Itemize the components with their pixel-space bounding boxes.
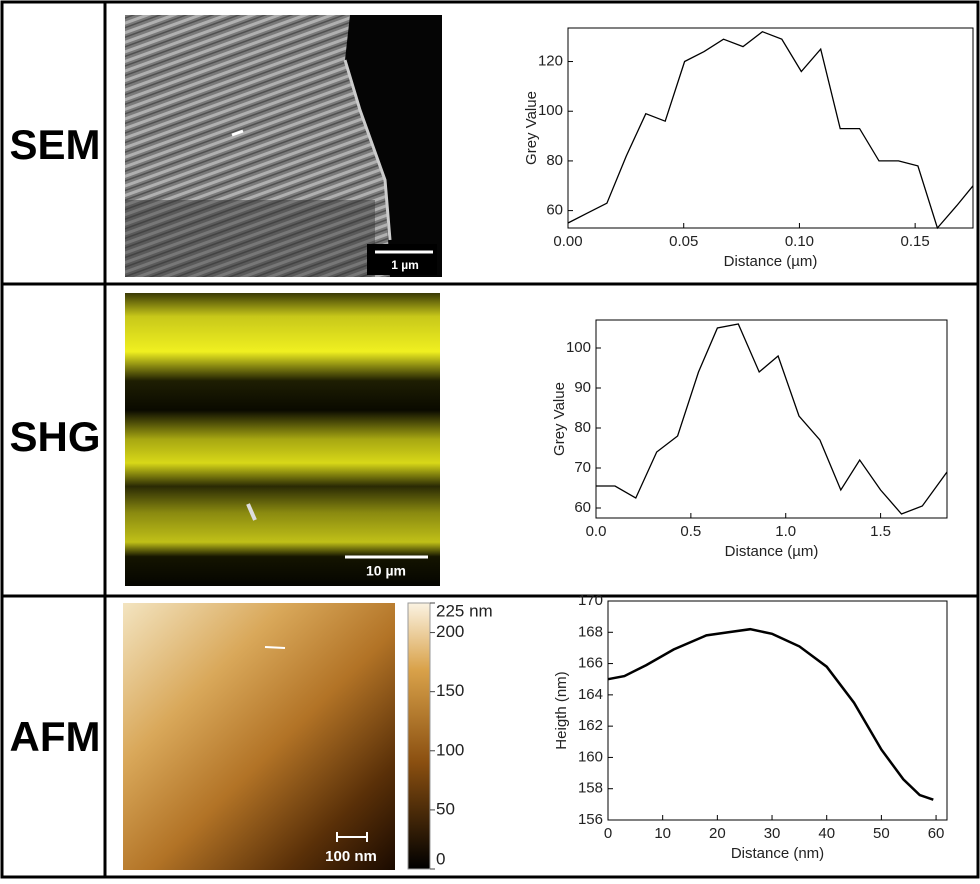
x-tick-label: 0 <box>604 825 612 842</box>
y-tick-label: 156 <box>578 811 603 828</box>
sem-image <box>125 15 442 277</box>
afm-image <box>123 603 430 870</box>
x-tick-label: 10 <box>654 825 671 842</box>
y-tick-label: 60 <box>574 499 591 516</box>
x-tick-label: 1.5 <box>870 523 891 540</box>
scale-bar-label: 10 µm <box>366 563 406 579</box>
x-tick-label: 60 <box>928 825 945 842</box>
colorbar-tick-label: 150 <box>436 681 464 700</box>
y-tick-label: 90 <box>574 379 591 396</box>
y-tick-label: 168 <box>578 623 603 640</box>
plot-frame <box>596 320 947 518</box>
x-tick-label: 40 <box>818 825 835 842</box>
x-tick-label: 0.05 <box>669 233 698 250</box>
x-tick-label: 0.0 <box>586 523 607 540</box>
x-tick-label: 1.0 <box>775 523 796 540</box>
scale-bar-label: 100 nm <box>325 848 377 865</box>
y-tick-label: 120 <box>538 53 563 70</box>
x-axis-label: Distance (µm) <box>725 543 819 560</box>
y-tick-label: 166 <box>578 655 603 672</box>
x-tick-label: 50 <box>873 825 890 842</box>
plot-frame <box>608 601 947 820</box>
y-tick-label: 100 <box>566 339 591 356</box>
colorbar-tick-label: 225 nm <box>436 601 493 620</box>
y-axis-label: Grey Value <box>551 382 568 456</box>
plot-frame <box>568 28 973 228</box>
x-tick-label: 0.00 <box>553 233 582 250</box>
y-tick-label: 60 <box>546 202 563 219</box>
y-tick-label: 158 <box>578 780 603 797</box>
row-label: SEM <box>9 121 100 168</box>
scale-bar-label: 1 µm <box>391 258 419 272</box>
figure: SEM SHG AFM 1 µm 10 µm 100 nm 225 nm2001… <box>0 0 980 879</box>
profile-line <box>596 324 947 514</box>
y-tick-label: 70 <box>574 459 591 476</box>
shg-image <box>125 293 440 586</box>
colorbar-tick-label: 100 <box>436 740 464 759</box>
y-tick-label: 170 <box>578 592 603 609</box>
y-tick-label: 164 <box>578 686 603 703</box>
x-tick-label: 0.10 <box>785 233 814 250</box>
row-label: SHG <box>9 413 100 460</box>
colorbar-tick-label: 0 <box>436 849 445 868</box>
profile-line <box>608 629 933 800</box>
x-tick-label: 30 <box>764 825 781 842</box>
y-tick-label: 162 <box>578 717 603 734</box>
y-axis-label: Grey Value <box>523 91 540 165</box>
y-tick-label: 80 <box>546 152 563 169</box>
colorbar-tick-label: 200 <box>436 622 464 641</box>
x-axis-label: Distance (nm) <box>731 845 824 862</box>
y-tick-label: 100 <box>538 102 563 119</box>
y-axis-label: Heigth (nm) <box>553 671 570 749</box>
y-tick-label: 160 <box>578 748 603 765</box>
x-tick-label: 20 <box>709 825 726 842</box>
colorbar-tick-label: 50 <box>436 799 455 818</box>
x-tick-label: 0.15 <box>901 233 930 250</box>
x-axis-label: Distance (µm) <box>724 253 818 270</box>
y-tick-label: 80 <box>574 419 591 436</box>
x-tick-label: 0.5 <box>680 523 701 540</box>
row-label: AFM <box>10 713 101 760</box>
profile-line <box>568 32 973 228</box>
